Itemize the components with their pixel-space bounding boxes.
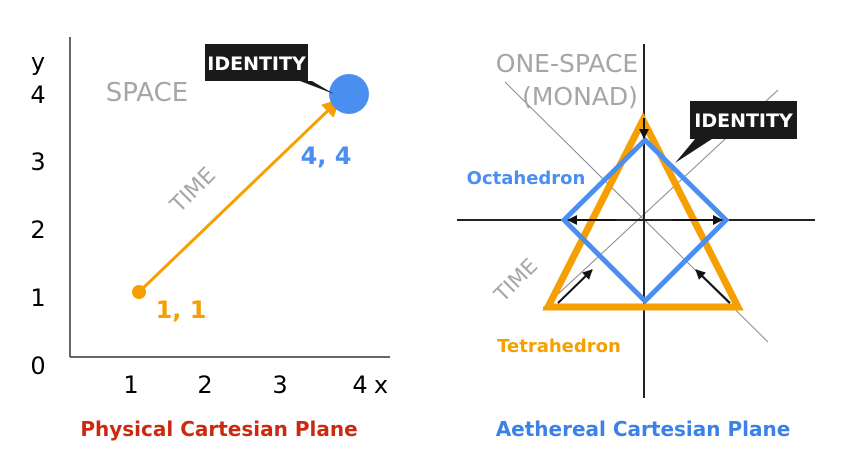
x-tick-label: 1 bbox=[123, 371, 138, 399]
x-tick-label: 3 bbox=[272, 371, 287, 399]
identity-callout-right: IDENTITY bbox=[675, 101, 797, 163]
identity-callout-label: IDENTITY bbox=[694, 110, 793, 132]
y-tick-label: 4 bbox=[30, 81, 45, 109]
x-tick-label: 2 bbox=[197, 371, 212, 399]
inward-arrow-bottom-left bbox=[557, 269, 593, 304]
left-y-axis-label: y bbox=[31, 48, 45, 76]
y-tick-label: 3 bbox=[30, 148, 45, 176]
end-point-label: 4, 4 bbox=[301, 142, 352, 170]
physical-plane-caption: Physical Cartesian Plane bbox=[80, 417, 357, 441]
octahedron-label: Octahedron bbox=[467, 168, 586, 189]
identity-point bbox=[329, 74, 369, 114]
time-label-right: TIME bbox=[489, 254, 542, 307]
left-x-axis-label: x bbox=[374, 371, 388, 399]
y-tick-label: 0 bbox=[30, 352, 45, 380]
tetrahedron-label: Tetrahedron bbox=[497, 336, 621, 357]
identity-callout: IDENTITY bbox=[205, 44, 334, 94]
aethereal-plane-caption: Aethereal Cartesian Plane bbox=[496, 417, 791, 441]
monad-label: (MONAD) bbox=[522, 82, 638, 111]
start-point-label: 1, 1 bbox=[156, 296, 207, 324]
y-tick-label: 1 bbox=[30, 284, 45, 312]
start-point bbox=[132, 285, 146, 299]
x-tick-label: 4 bbox=[352, 371, 367, 399]
y-tick-label: 2 bbox=[30, 216, 45, 244]
aethereal-plane: ONE-SPACE (MONAD) IDENTITY Octahedron Te… bbox=[457, 44, 815, 441]
inward-arrow-bottom-right bbox=[695, 269, 731, 304]
physical-plane: y 4 3 2 1 0 1 2 3 4 x SPACE TIME 1, 1 4,… bbox=[30, 37, 390, 441]
tetrahedron-triangle bbox=[542, 112, 744, 311]
identity-callout-label: IDENTITY bbox=[207, 53, 306, 75]
time-label: TIME bbox=[165, 163, 221, 219]
octahedron-diamond bbox=[560, 136, 730, 305]
space-label: SPACE bbox=[106, 78, 188, 108]
one-space-label: ONE-SPACE bbox=[496, 49, 638, 78]
time-vector-arrow bbox=[137, 98, 341, 294]
